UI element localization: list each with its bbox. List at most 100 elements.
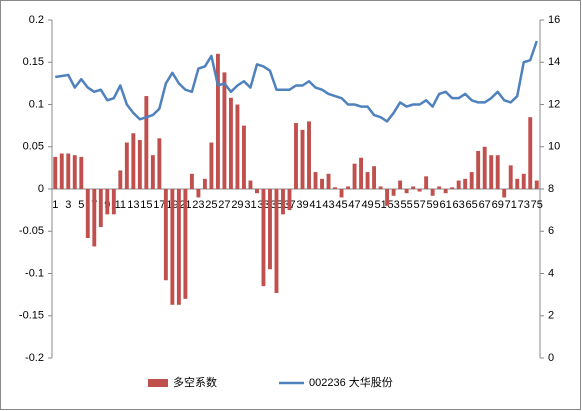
x-tick-label: 51 (374, 199, 386, 211)
bar (502, 189, 507, 198)
bar (307, 121, 311, 189)
bar (313, 172, 318, 189)
x-tick-label: 67 (479, 199, 491, 211)
bar (489, 155, 494, 189)
y2-tick-label: 2 (548, 310, 554, 322)
bar (372, 166, 377, 189)
bar (463, 178, 468, 189)
x-tick-label: 41 (309, 199, 321, 211)
bar (359, 157, 364, 189)
bar (417, 189, 422, 192)
y2-tick-label: 6 (548, 225, 554, 237)
bar (528, 117, 533, 189)
bar (534, 180, 539, 189)
x-tick-label: 59 (427, 199, 439, 211)
bar (137, 139, 142, 189)
x-tick-label: 11 (115, 199, 126, 211)
x-tick-label: 69 (492, 199, 504, 211)
bar (189, 173, 194, 189)
y2-tick-label: 8 (548, 183, 554, 195)
bar (111, 189, 116, 215)
bar (378, 186, 383, 189)
y-tick-label: 0.15 (23, 56, 44, 68)
x-tick-label: 63 (453, 199, 465, 211)
bar (515, 178, 520, 189)
y-tick-label: -0.1 (25, 267, 44, 279)
bar (443, 189, 448, 194)
bar (196, 189, 201, 198)
bar (521, 173, 526, 189)
bar (508, 165, 513, 189)
y2-tick-label: 4 (548, 267, 554, 279)
legend-label: 002236 大华股份 (309, 375, 393, 389)
bar (469, 172, 474, 189)
bar (235, 104, 240, 189)
bar (346, 186, 351, 189)
x-tick-label: 61 (440, 199, 452, 211)
bar (255, 189, 259, 194)
x-tick-label: 39 (296, 199, 308, 211)
bar (450, 187, 455, 189)
bar (157, 138, 162, 189)
bar (163, 189, 168, 281)
y2-tick-label: 14 (548, 56, 560, 68)
x-tick-label: 29 (231, 199, 243, 211)
bar (476, 150, 481, 189)
y2-tick-label: 12 (548, 98, 560, 110)
x-tick-label: 15 (140, 199, 152, 211)
bar (105, 189, 110, 215)
bar (437, 186, 442, 189)
y2-tick-label: 0 (548, 352, 554, 364)
bar (222, 72, 227, 189)
bar (456, 180, 461, 189)
bar (274, 189, 279, 293)
bar (424, 176, 429, 189)
x-tick-label: 17 (153, 199, 165, 211)
y2-tick-label: 10 (548, 141, 560, 153)
bar (391, 189, 396, 196)
bar (150, 155, 155, 189)
bar (92, 189, 97, 247)
bar (398, 180, 403, 189)
bar (131, 133, 136, 189)
bar (261, 189, 266, 287)
x-tick-label: 5 (78, 199, 84, 211)
bar (59, 153, 64, 189)
x-tick-label: 1 (52, 199, 58, 211)
bar (287, 189, 292, 211)
y-tick-label: 0.1 (29, 98, 44, 110)
x-tick-label: 25 (205, 199, 217, 211)
y-tick-label: -0.05 (19, 225, 44, 237)
bar (268, 189, 272, 270)
bar (98, 189, 103, 228)
bar (53, 156, 58, 189)
line (55, 40, 538, 123)
bar (339, 189, 344, 198)
y-tick-label: 0 (38, 183, 44, 195)
y2-tick-label: 16 (548, 14, 560, 26)
bar (404, 189, 409, 194)
x-tick-label: 65 (466, 199, 478, 211)
bar (241, 125, 246, 189)
x-tick-label: 57 (414, 199, 426, 211)
y-tick-label: 0.05 (23, 141, 44, 153)
bar (170, 189, 175, 305)
bar (176, 189, 181, 305)
bar (281, 189, 285, 215)
bar (124, 142, 129, 189)
legend-label: 多空系数 (173, 375, 217, 389)
x-tick-label: 13 (127, 199, 139, 211)
x-tick-label: 47 (348, 199, 360, 211)
bar (300, 129, 305, 189)
x-tick-label: 55 (400, 199, 412, 211)
bar (215, 53, 220, 189)
x-tick-label: 45 (335, 199, 347, 211)
bar (85, 189, 90, 239)
x-tick-label: 53 (387, 199, 399, 211)
bar (411, 186, 416, 189)
x-tick-label: 3 (65, 199, 71, 211)
bar (79, 156, 84, 189)
x-tick-label: 75 (531, 199, 543, 211)
y-tick-label: -0.15 (19, 310, 44, 322)
